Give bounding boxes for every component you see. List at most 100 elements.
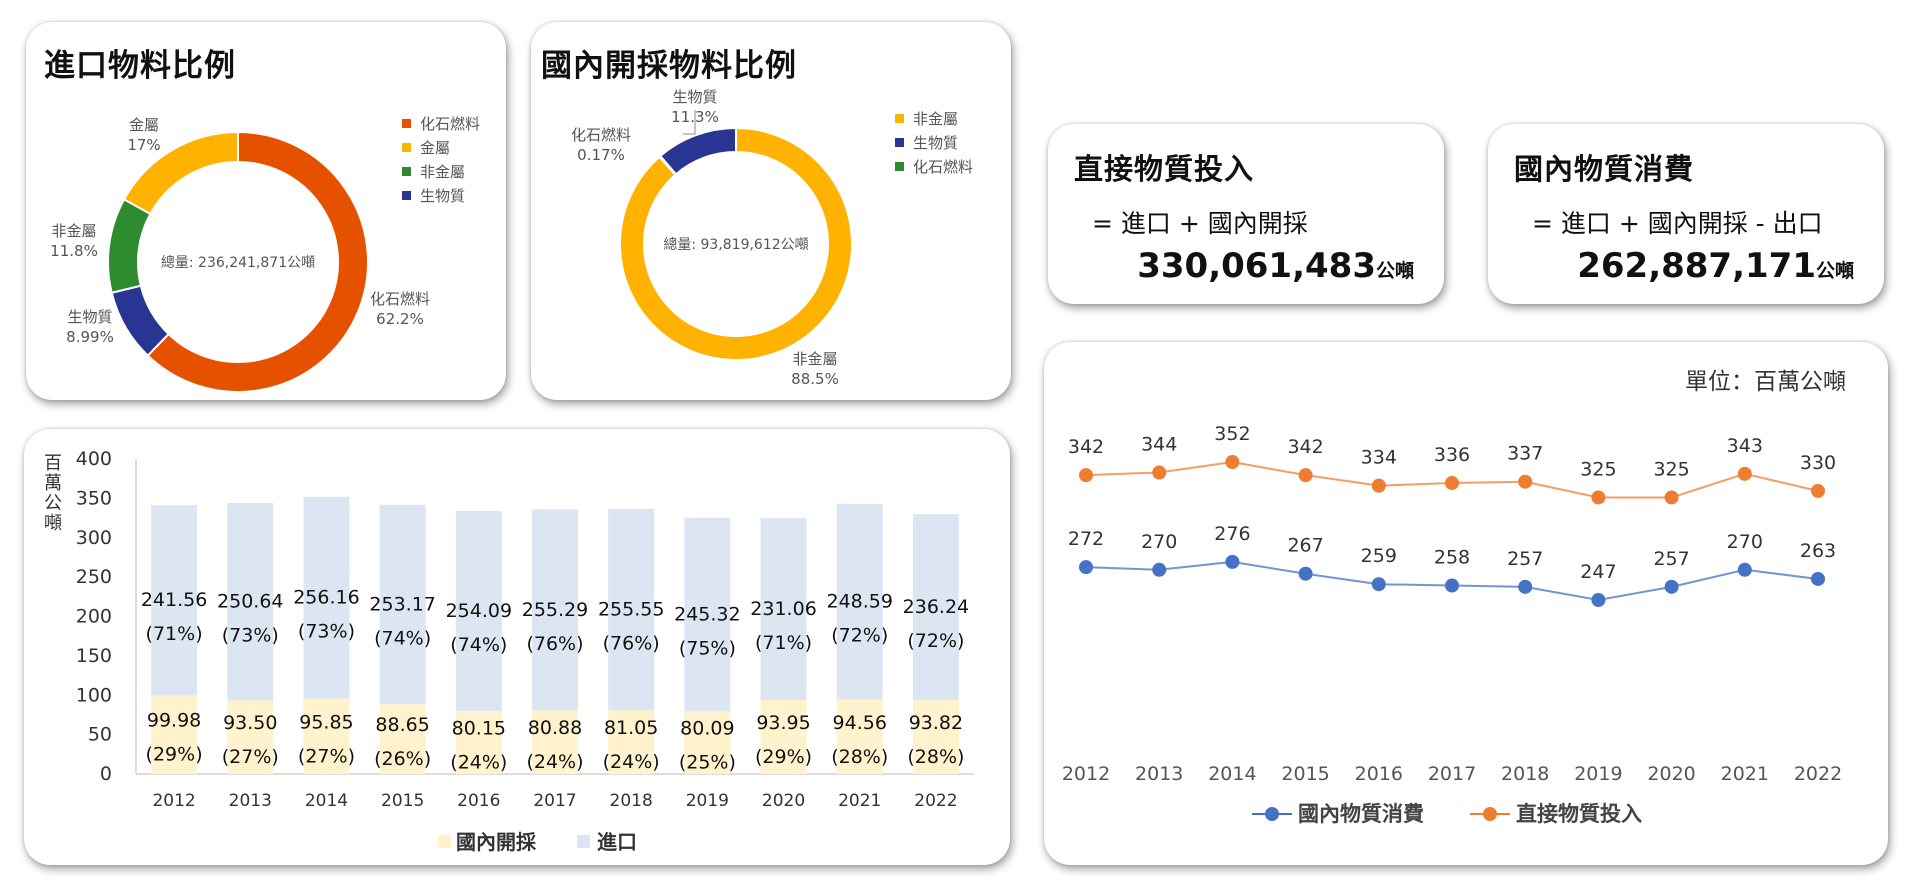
bar-import-share-label: (71%) [755, 632, 812, 654]
line-point-dmc [1371, 577, 1386, 592]
bar-domestic-value-label: 80.88 [528, 717, 582, 739]
line-data-label-dmc: 263 [1800, 540, 1836, 562]
bar-import-share-label: (76%) [603, 633, 660, 655]
stacked-bar-chart: 0 50 100 150 200 250 300 350 400 99.98 (29%) 241.56… [76, 448, 974, 854]
dmi-card-value-row: 330,061,483公噸 [1137, 246, 1414, 286]
line-point-dmc [1664, 579, 1679, 594]
legend-marker-dmi [1483, 807, 1497, 821]
bar-domestic-share-label: (24%) [526, 751, 583, 773]
dmc-card-formula: = 進口 + 國內開採 - 出口 [1532, 209, 1823, 238]
donut-slice-name-label: 化石燃料 [571, 126, 631, 144]
legend-swatch-2 [895, 162, 904, 171]
bar-import-share-label: (72%) [907, 630, 964, 652]
bar-domestic-value-label: 93.95 [756, 712, 810, 734]
bar-import-value-label: 248.59 [826, 591, 892, 613]
bar-import-2014 [303, 496, 350, 699]
bar-domestic-share-label: (28%) [831, 746, 888, 768]
bar-domestic-value-label: 93.50 [223, 712, 277, 734]
legend-marker-dmc [1265, 807, 1279, 821]
donut-center-total-label: 總量: 236,241,871公噸 [161, 254, 315, 271]
bar-import-share-label: (73%) [298, 621, 355, 643]
x-tick-label: 2015 [381, 791, 424, 811]
line-data-label-dmi: 325 [1580, 458, 1616, 480]
x-tick-label: 2020 [762, 791, 805, 811]
bar-import-value-label: 255.55 [598, 599, 664, 621]
y-tick-label: 150 [76, 645, 112, 667]
x-tick-label: 2018 [610, 791, 653, 811]
donut-slice-name-label: 非金屬 [792, 350, 837, 368]
bar-domestic-value-label: 99.98 [147, 710, 201, 732]
y-tick-label: 250 [76, 566, 112, 588]
x-tick-label: 2013 [1135, 763, 1183, 785]
bar-domestic-2021 [836, 699, 883, 774]
bar-domestic-share-label: (27%) [222, 746, 279, 768]
line-data-label-dmc: 258 [1434, 547, 1470, 569]
line-point-dmc [1298, 566, 1313, 581]
bar-domestic-value-label: 95.85 [299, 711, 353, 733]
bar-import-2020 [760, 518, 807, 701]
bar-import-2012 [151, 505, 198, 696]
line-point-dmi [1298, 468, 1313, 483]
bar-import-2017 [532, 509, 578, 711]
bar-import-share-label: (75%) [679, 637, 736, 659]
line-data-label-dmi: 337 [1507, 443, 1543, 465]
bar-import-value-label: 256.16 [293, 587, 359, 609]
line-point-dmc [1445, 578, 1459, 593]
legend-label-dmc: 國內物質消費 [1298, 802, 1424, 826]
dmc-card: 國內物質消費 = 進口 + 國內開採 - 出口 262,887,171公噸 [1488, 124, 1884, 304]
line-point-dmi [1737, 466, 1752, 481]
dmc-card-unit: 公噸 [1815, 260, 1854, 282]
line-data-label-dmc: 270 [1141, 531, 1177, 553]
bar-import-2019 [684, 517, 731, 711]
donut-slice-0 [619, 126, 853, 361]
line-data-label-dmi: 343 [1727, 435, 1763, 457]
legend-swatch-0 [402, 119, 411, 128]
x-tick-label: 2014 [1208, 763, 1256, 785]
line-data-label-dmi: 352 [1214, 423, 1250, 445]
dmi-card-unit: 公噸 [1375, 260, 1414, 282]
bar-domestic-2018 [608, 710, 655, 774]
x-tick-label: 2014 [305, 791, 348, 811]
bar-import-2013 [227, 502, 274, 701]
line-point-dmc [1811, 571, 1825, 586]
bar-import-value-label: 255.29 [522, 599, 588, 621]
donut-slice-name-label: 生物質 [672, 88, 717, 106]
donut-slice-2 [107, 198, 152, 294]
bar-domestic-value-label: 93.82 [909, 712, 963, 734]
y-tick-label: 300 [76, 527, 112, 549]
x-tick-label: 2021 [838, 791, 881, 811]
line-data-label-dmc: 267 [1287, 535, 1323, 557]
line-point-dmi [1811, 483, 1825, 498]
bar-import-share-label: (73%) [222, 625, 279, 647]
line-data-label-dmc: 276 [1214, 523, 1250, 545]
line-data-label-dmi: 334 [1361, 447, 1397, 469]
bar-import-value-label: 245.32 [674, 603, 740, 625]
legend-label: 生物質 [420, 187, 465, 205]
line-data-label-dmi: 344 [1141, 434, 1177, 456]
line-point-dmi [1664, 490, 1679, 505]
stacked-bar-panel: 百萬公噸 0 50 100 150 200 250 300 350 400 99.98 (29%) 2… [24, 429, 1010, 865]
y-tick-label: 200 [76, 606, 112, 628]
x-tick-label: 2016 [1355, 763, 1403, 785]
bar-import-share-label: (74%) [450, 634, 507, 656]
bar-domestic-2014 [303, 698, 350, 774]
bar-domestic-2015 [379, 704, 426, 774]
x-tick-label: 2015 [1281, 763, 1329, 785]
bar-chart-y-axis-title: 百萬公噸 [44, 453, 62, 534]
line-point-dmc [1152, 562, 1167, 577]
bar-import-value-label: 231.06 [750, 598, 816, 620]
donut-slice-name-label: 化石燃料 [370, 290, 430, 308]
bar-import-share-label: (76%) [526, 633, 583, 655]
bar-domestic-share-label: (29%) [146, 744, 203, 766]
donut-slice-percent-label: 11.8% [50, 242, 98, 260]
donut-slice-percent-label: 62.2% [376, 310, 424, 328]
dmi-card-value: 330,061,483 [1137, 246, 1376, 286]
x-tick-label: 2016 [457, 791, 500, 811]
line-point-dmi [1225, 455, 1240, 469]
legend-label: 化石燃料 [913, 158, 973, 176]
bar-import-value-label: 250.64 [217, 591, 283, 613]
line-point-dmi [1445, 476, 1459, 491]
bar-domestic-share-label: (29%) [755, 746, 812, 768]
line-point-dmc [1518, 579, 1533, 594]
bar-import-2021 [836, 503, 883, 700]
